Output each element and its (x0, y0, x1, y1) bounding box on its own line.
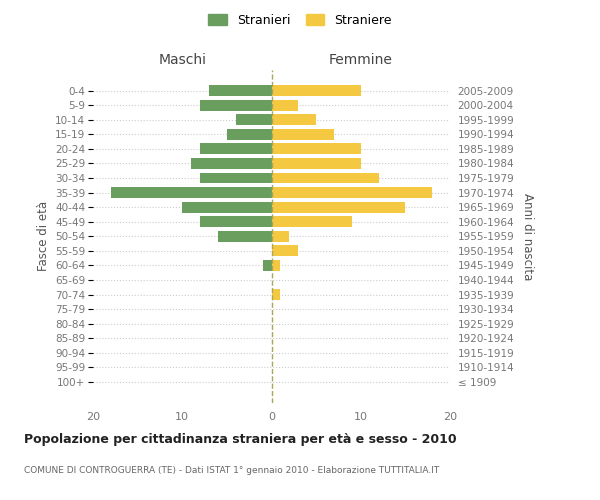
Bar (271, 289, 280, 300)
Y-axis label: Fasce di età: Fasce di età (37, 201, 50, 272)
Bar (263, 260, 271, 271)
Bar (218, 231, 271, 241)
Bar (271, 144, 361, 154)
Legend: Stranieri, Straniere: Stranieri, Straniere (203, 8, 397, 32)
Bar (271, 114, 316, 125)
Bar (271, 100, 298, 110)
Bar (271, 260, 280, 271)
Y-axis label: Anni di nascita: Anni di nascita (521, 192, 534, 280)
Text: Femmine: Femmine (329, 54, 392, 68)
Bar (182, 202, 271, 212)
Bar (271, 158, 361, 169)
Bar (271, 129, 334, 140)
Bar (200, 100, 271, 110)
Bar (200, 172, 271, 184)
Bar (236, 114, 271, 125)
Bar (111, 187, 271, 198)
Bar (271, 187, 432, 198)
Text: Maschi: Maschi (158, 54, 206, 68)
Text: COMUNE DI CONTROGUERRA (TE) - Dati ISTAT 1° gennaio 2010 - Elaborazione TUTTITAL: COMUNE DI CONTROGUERRA (TE) - Dati ISTAT… (24, 466, 439, 475)
Text: Popolazione per cittadinanza straniera per età e sesso - 2010: Popolazione per cittadinanza straniera p… (24, 432, 457, 446)
Bar (271, 202, 406, 212)
Bar (271, 246, 298, 256)
Bar (200, 144, 271, 154)
Bar (200, 216, 271, 227)
Bar (271, 216, 352, 227)
Bar (271, 231, 289, 241)
Bar (191, 158, 271, 169)
Bar (271, 172, 379, 184)
Bar (209, 85, 271, 96)
Bar (227, 129, 271, 140)
Bar (271, 85, 361, 96)
